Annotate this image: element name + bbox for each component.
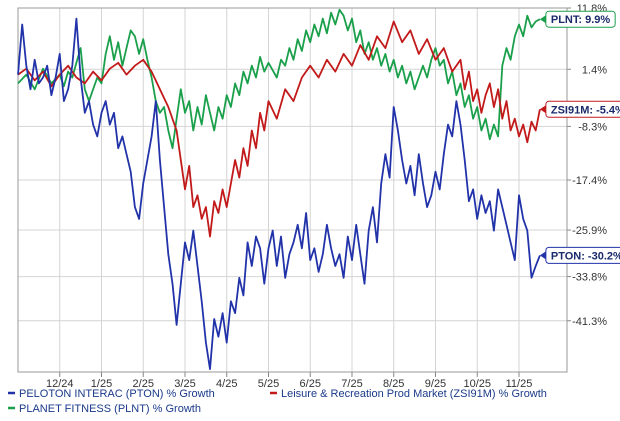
y-axis: 11.8%1.4%-8.3%-17.4%-25.9%-33.8%-41.3% [567, 3, 607, 328]
legend-label: PELOTON INTERAC (PTON) % Growth [19, 388, 215, 400]
y-tick-label: -25.9% [572, 225, 607, 237]
x-axis: 12/24 1/25 2/25 3/25 4/25 5/25 6/25 7/25 8/25 9/2… [46, 372, 532, 390]
end-label-text: PLNT: 9.9% [551, 14, 611, 26]
x-tick-label: 12/24 [46, 378, 74, 390]
end-label-pointer [539, 251, 546, 260]
series-line-zsi [17, 20, 541, 238]
y-tick-label: -17.4% [572, 175, 607, 187]
y-tick-label: -33.8% [572, 272, 607, 284]
x-tick-label: 11/25 [506, 378, 533, 390]
y-tick-label: 1.4% [582, 64, 607, 76]
x-tick-label: 7/25 [341, 378, 362, 390]
x-tick-label: 10/25 [463, 378, 491, 390]
x-tick-label: 5/25 [258, 378, 279, 390]
x-tick-label: 9/25 [425, 378, 446, 390]
series-layer [17, 8, 541, 370]
end-labels: PTON: -30.2% ZSI91M: -5.4% PLNT: 9.9% [539, 10, 620, 264]
y-tick-label: -41.3% [572, 316, 607, 328]
legend-item-plnt: PLANET FITNESS (PLNT) % Growth [8, 403, 201, 415]
end-label-text: PTON: -30.2% [551, 250, 620, 262]
x-tick-label: 3/25 [174, 378, 195, 390]
legend-item-zsi: Leisure & Recreation Prod Market (ZSI91M… [270, 388, 547, 400]
end-label-pointer [539, 105, 546, 114]
x-tick-label: 2/25 [133, 378, 154, 390]
end-label-text: ZSI91M: -5.4% [551, 104, 620, 116]
end-label-plnt: PLNT: 9.9% [539, 10, 616, 28]
legend-item-pton: PELOTON INTERAC (PTON) % Growth [8, 388, 215, 400]
end-label-pointer [539, 15, 546, 24]
x-tick-label: 6/25 [300, 378, 321, 390]
x-tick-label: 8/25 [383, 378, 404, 390]
legend-label: Leisure & Recreation Prod Market (ZSI91M… [281, 388, 547, 400]
gridlines [18, 7, 567, 372]
legend-label: PLANET FITNESS (PLNT) % Growth [19, 403, 201, 415]
x-tick-label: 1/25 [91, 378, 112, 390]
x-tick-label: 4/25 [216, 378, 237, 390]
legend: PELOTON INTERAC (PTON) % Growth Leisure &… [8, 388, 547, 415]
series-line-plnt [17, 8, 541, 150]
y-tick-label: -8.3% [578, 121, 607, 133]
plot-frame [17, 7, 568, 373]
end-label-zsi: ZSI91M: -5.4% [539, 100, 620, 118]
end-label-pton: PTON: -30.2% [539, 246, 620, 264]
series-line-pton [17, 17, 541, 370]
